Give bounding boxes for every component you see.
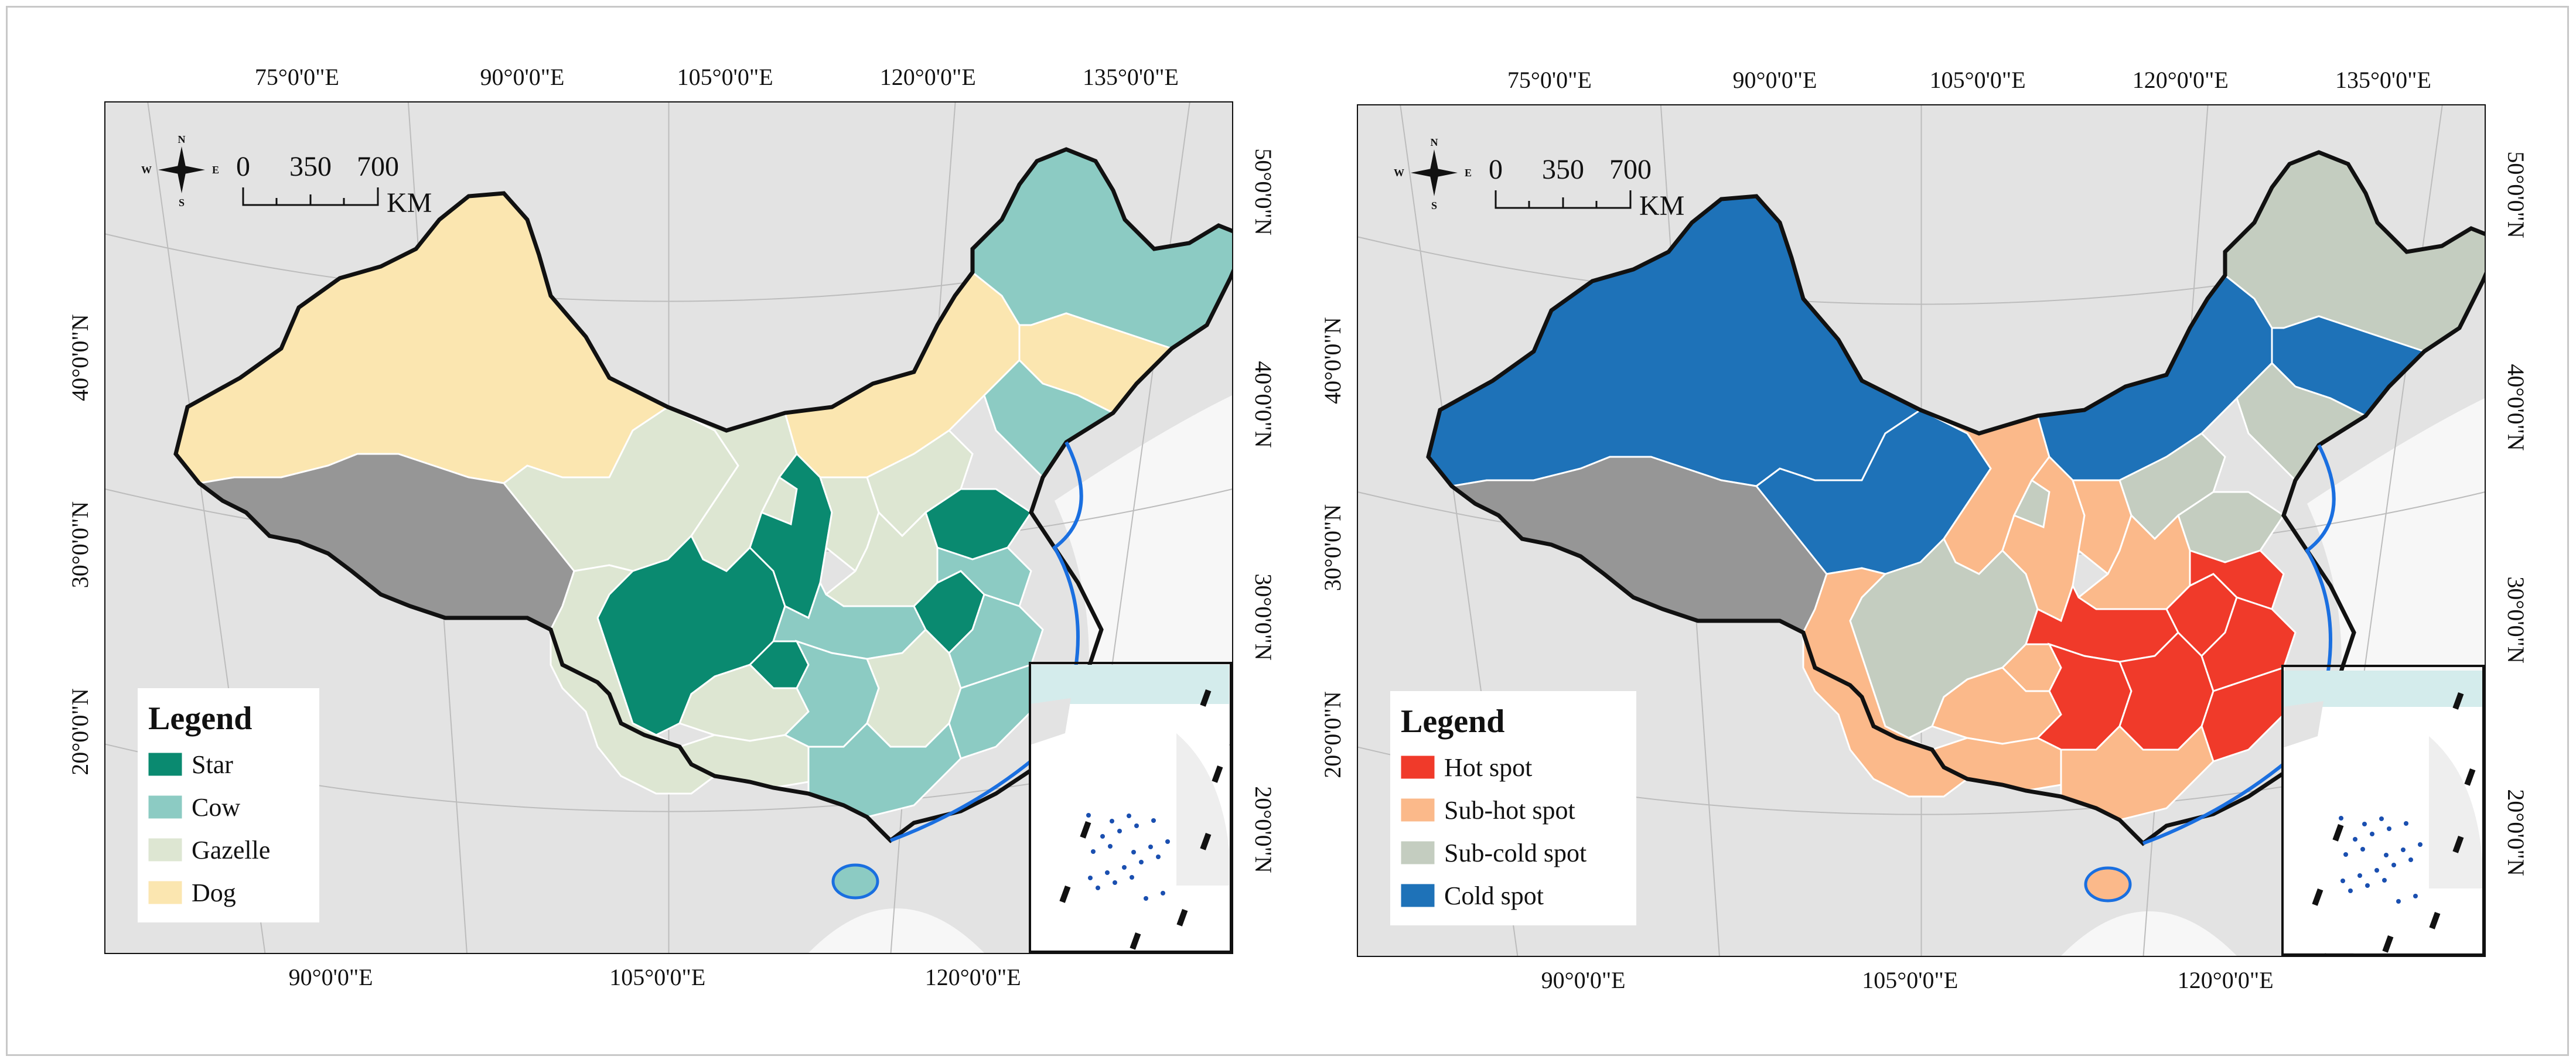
scale-zero: 0: [1489, 154, 1503, 185]
legend-item-label: Hot spot: [1444, 753, 1532, 782]
top-tick-label: 105°0'0"E: [677, 64, 773, 90]
right-tick-label: 30°0'0"N: [1250, 573, 1277, 660]
legend-swatch: [148, 752, 183, 777]
scale-unit: KM: [387, 187, 432, 218]
scale-max: 700: [357, 151, 399, 182]
bottom-tick-label: 120°0'0"E: [925, 964, 1021, 990]
compass-e: E: [212, 164, 219, 176]
compass-w: W: [1394, 167, 1404, 179]
map-body: [105, 102, 1232, 953]
hainan-island: [2084, 866, 2132, 903]
left-tick-label: 40°0'0"N: [67, 314, 93, 401]
right-map-panel: 75°0'0"E 90°0'0"E 105°0'0"E 120°0'0"E 135°0'…: [1319, 67, 2529, 993]
legend-swatch: [148, 838, 183, 862]
scale-mid: 350: [289, 151, 332, 182]
south-china-sea-inset: [2284, 671, 2483, 953]
coastline: [2142, 444, 2336, 845]
legend-title: Legend: [148, 700, 252, 737]
top-tick-label: 120°0'0"E: [2133, 67, 2229, 93]
scale-bar: [1495, 190, 1632, 209]
north-arrow-icon: [1411, 149, 1458, 196]
right-tick-label: 40°0'0"N: [1250, 361, 1277, 447]
left-tick-label: 30°0'0"N: [1319, 504, 1346, 591]
bottom-tick-label: 105°0'0"E: [609, 964, 705, 990]
legend-item-label: Star: [192, 750, 233, 779]
south-sea: [808, 908, 984, 953]
legend-item-label: Sub-cold spot: [1444, 839, 1586, 867]
legend-swatch: [148, 880, 183, 905]
compass-e: E: [1465, 167, 1472, 179]
compass-n: N: [1431, 136, 1438, 148]
scale-unit: KM: [1639, 190, 1684, 221]
compass-w: W: [141, 164, 152, 176]
bottom-tick-label: 120°0'0"E: [2178, 967, 2274, 993]
legend-item-label: Cold spot: [1444, 881, 1544, 910]
top-tick-label: 75°0'0"E: [1507, 67, 1592, 93]
region-ningxia: [2012, 478, 2050, 529]
legend-swatch: [1400, 798, 1435, 822]
left-tick-label: 20°0'0"N: [67, 688, 93, 775]
bottom-tick-label: 90°0'0"E: [1541, 967, 1626, 993]
figure-frame: [6, 6, 2569, 1056]
top-tick-label: 75°0'0"E: [255, 64, 339, 90]
hainan-island: [831, 863, 879, 900]
right-tick-label: 40°0'0"N: [2503, 364, 2529, 450]
scale-bar: [242, 187, 379, 206]
right-tick-label: 30°0'0"N: [2503, 576, 2529, 663]
right-tick-label: 20°0'0"N: [2503, 789, 2529, 876]
top-tick-label: 135°0'0"E: [2335, 67, 2431, 93]
top-tick-label: 135°0'0"E: [1083, 64, 1179, 90]
right-tick-label: 50°0'0"N: [1250, 148, 1277, 235]
bottom-tick-label: 90°0'0"E: [289, 964, 373, 990]
bottom-tick-label: 105°0'0"E: [1862, 967, 1958, 993]
left-tick-label: 40°0'0"N: [1319, 317, 1346, 404]
scale-max: 700: [1609, 154, 1652, 185]
scale-zero: 0: [236, 151, 250, 182]
legend-item-label: Dog: [192, 879, 236, 907]
legend-swatch: [1400, 883, 1435, 908]
legend-title: Legend: [1401, 703, 1504, 740]
left-map-panel: 75°0'0"E 90°0'0"E 105°0'0"E 120°0'0"E 135°0'…: [67, 64, 1277, 990]
right-tick-label: 20°0'0"N: [1250, 786, 1277, 873]
province-layer: [176, 149, 1232, 900]
map-body: [1358, 105, 2485, 956]
top-tick-label: 120°0'0"E: [880, 64, 976, 90]
legend-item-label: Cow: [192, 793, 240, 822]
left-tick-label: 20°0'0"N: [1319, 691, 1346, 778]
north-arrow-icon: [158, 146, 205, 193]
legend-item-label: Gazelle: [192, 836, 270, 864]
left-tick-label: 30°0'0"N: [67, 501, 93, 588]
compass-s: S: [179, 197, 185, 209]
region-ningxia: [760, 476, 798, 526]
coastline: [889, 441, 1083, 842]
scale-mid: 350: [1542, 154, 1584, 185]
compass-n: N: [178, 134, 186, 145]
top-tick-label: 90°0'0"E: [480, 64, 565, 90]
south-china-sea-inset: [1030, 665, 1229, 951]
legend-swatch: [148, 795, 183, 819]
south-sea: [2061, 911, 2237, 956]
right-tick-label: 50°0'0"N: [2503, 151, 2529, 238]
legend-item-label: Sub-hot spot: [1444, 796, 1575, 825]
top-tick-label: 105°0'0"E: [1930, 67, 2026, 93]
legend-swatch: [1400, 755, 1435, 780]
province-layer: [1428, 152, 2485, 903]
compass-s: S: [1431, 200, 1437, 211]
legend-swatch: [1400, 840, 1435, 865]
top-tick-label: 90°0'0"E: [1733, 67, 1817, 93]
